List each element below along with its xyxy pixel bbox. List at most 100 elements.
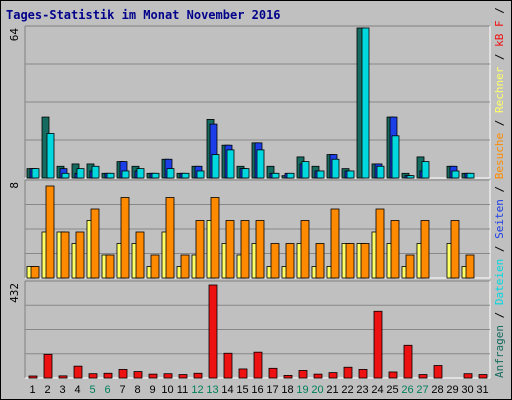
bar-dateien-10 (166, 168, 175, 179)
x-tick-30: 30 (461, 384, 473, 396)
bar-kbf-1 (28, 375, 38, 379)
bar-dateien-8 (136, 168, 145, 179)
bar-besuche-17 (270, 243, 280, 279)
x-tick-1: 1 (29, 384, 35, 396)
bar-kbf-21 (328, 372, 338, 379)
bar-kbf-5 (88, 373, 98, 379)
bar-dateien-22 (346, 170, 355, 179)
bar-kbf-20 (313, 373, 323, 379)
bar-besuche-20 (315, 243, 325, 279)
x-tick-7: 7 (119, 384, 125, 396)
bar-besuche-12 (195, 220, 205, 279)
bar-besuche-22 (345, 243, 355, 279)
bar-dateien-14 (226, 149, 235, 179)
bar-kbf-6 (103, 372, 113, 379)
x-tick-29: 29 (446, 384, 458, 396)
ymax-label-top: 64 (8, 28, 21, 42)
bar-besuche-29 (450, 220, 460, 279)
x-tick-14: 14 (221, 384, 233, 396)
legend-item-4: Seiten (493, 199, 506, 239)
bar-kbf-7 (118, 368, 128, 379)
bar-besuche-4 (75, 231, 85, 279)
legend-item-10: kB F (493, 20, 506, 47)
bar-kbf-3 (58, 375, 68, 379)
bar-kbf-30 (463, 373, 473, 379)
bar-besuche-3 (60, 231, 70, 279)
bar-dateien-16 (256, 149, 265, 179)
x-tick-8: 8 (134, 384, 140, 396)
bar-kbf-12 (193, 372, 203, 379)
x-tick-24: 24 (371, 384, 383, 396)
ymax-label-bottom: 432 (8, 283, 21, 303)
bar-kbf-25 (388, 371, 398, 379)
x-tick-13: 13 (206, 384, 218, 396)
bar-kbf-9 (148, 373, 158, 379)
bar-besuche-7 (120, 197, 130, 279)
x-tick-10: 10 (161, 384, 173, 396)
bar-besuche-1 (30, 266, 40, 279)
bar-dateien-17 (271, 172, 280, 179)
x-tick-21: 21 (326, 384, 338, 396)
legend-item-8: Rechner (493, 66, 506, 113)
x-tick-12: 12 (191, 384, 203, 396)
bar-kbf-28 (433, 365, 443, 379)
bar-dateien-27 (421, 161, 430, 179)
bar-dateien-2 (46, 133, 55, 179)
legend: Anfragen / Dateien / Seiten / Besuche / … (493, 0, 506, 378)
bar-kbf-8 (133, 371, 143, 379)
bar-dateien-24 (376, 165, 385, 179)
x-tick-28: 28 (431, 384, 443, 396)
bar-besuche-25 (390, 220, 400, 279)
bar-dateien-18 (286, 172, 295, 179)
x-tick-3: 3 (59, 384, 65, 396)
bar-kbf-4 (73, 365, 83, 379)
x-tick-19: 19 (296, 384, 308, 396)
bar-dateien-13 (211, 154, 220, 179)
x-tick-20: 20 (311, 384, 323, 396)
legend-item-1: / (493, 305, 506, 325)
bar-besuche-14 (225, 220, 235, 279)
bar-dateien-1 (31, 168, 40, 179)
legend-item-0: Anfragen (493, 325, 506, 378)
legend-item-7: / (493, 113, 506, 133)
bar-dateien-3 (61, 172, 70, 179)
bar-dateien-15 (241, 168, 250, 179)
x-tick-26: 26 (401, 384, 413, 396)
bar-kbf-19 (298, 370, 308, 379)
x-tick-17: 17 (266, 384, 278, 396)
bar-besuche-15 (240, 220, 250, 279)
bar-dateien-29 (451, 170, 460, 179)
legend-item-9: / (493, 47, 506, 67)
bar-kbf-15 (238, 368, 248, 379)
bar-kbf-22 (343, 366, 353, 379)
bar-dateien-23 (361, 27, 370, 179)
bar-besuche-27 (420, 220, 430, 279)
legend-item-2: Dateien (493, 259, 506, 305)
bar-kbf-17 (268, 367, 278, 379)
x-tick-6: 6 (104, 384, 110, 396)
bar-besuche-16 (255, 220, 265, 279)
bar-kbf-24 (373, 310, 383, 379)
x-tick-31: 31 (476, 384, 488, 396)
bar-besuche-30 (465, 254, 475, 279)
bar-besuche-9 (150, 254, 160, 279)
bar-besuche-8 (135, 231, 145, 279)
bar-dateien-30 (466, 172, 475, 179)
legend-item-6: Besuche (493, 133, 506, 179)
bar-dateien-5 (91, 165, 100, 179)
bar-dateien-9 (151, 172, 160, 179)
bar-kbf-18 (283, 375, 293, 379)
bar-kbf-31 (478, 374, 488, 379)
bar-dateien-6 (106, 172, 115, 179)
x-tick-2: 2 (44, 384, 50, 396)
bar-kbf-13 (208, 284, 218, 379)
bar-dateien-12 (196, 170, 205, 179)
bar-dateien-7 (121, 170, 130, 179)
x-tick-16: 16 (251, 384, 263, 396)
bar-besuche-2 (45, 185, 55, 279)
bar-kbf-23 (358, 368, 368, 379)
x-tick-5: 5 (89, 384, 95, 396)
x-tick-11: 11 (177, 384, 188, 396)
bar-besuche-13 (210, 197, 220, 279)
